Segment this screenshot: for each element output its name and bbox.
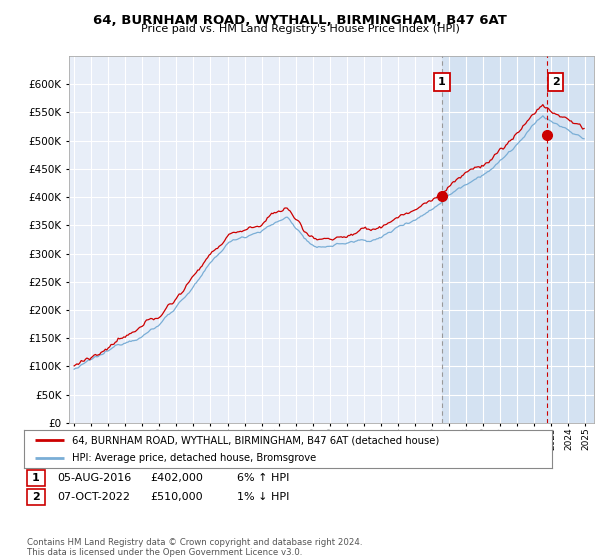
Text: 6% ↑ HPI: 6% ↑ HPI xyxy=(237,473,289,483)
Text: HPI: Average price, detached house, Bromsgrove: HPI: Average price, detached house, Brom… xyxy=(71,453,316,463)
Text: 64, BURNHAM ROAD, WYTHALL, BIRMINGHAM, B47 6AT: 64, BURNHAM ROAD, WYTHALL, BIRMINGHAM, B… xyxy=(93,14,507,27)
Text: Price paid vs. HM Land Registry's House Price Index (HPI): Price paid vs. HM Land Registry's House … xyxy=(140,24,460,34)
Text: 2: 2 xyxy=(552,77,560,87)
Text: 2: 2 xyxy=(32,492,40,502)
Text: £402,000: £402,000 xyxy=(150,473,203,483)
Text: 1% ↓ HPI: 1% ↓ HPI xyxy=(237,492,289,502)
Bar xyxy=(442,56,600,423)
Text: 05-AUG-2016: 05-AUG-2016 xyxy=(57,473,131,483)
Text: 07-OCT-2022: 07-OCT-2022 xyxy=(57,492,130,502)
Text: £510,000: £510,000 xyxy=(150,492,203,502)
Text: 64, BURNHAM ROAD, WYTHALL, BIRMINGHAM, B47 6AT (detached house): 64, BURNHAM ROAD, WYTHALL, BIRMINGHAM, B… xyxy=(71,435,439,445)
Text: 1: 1 xyxy=(438,77,446,87)
Text: Contains HM Land Registry data © Crown copyright and database right 2024.
This d: Contains HM Land Registry data © Crown c… xyxy=(27,538,362,557)
Text: 1: 1 xyxy=(32,473,40,483)
